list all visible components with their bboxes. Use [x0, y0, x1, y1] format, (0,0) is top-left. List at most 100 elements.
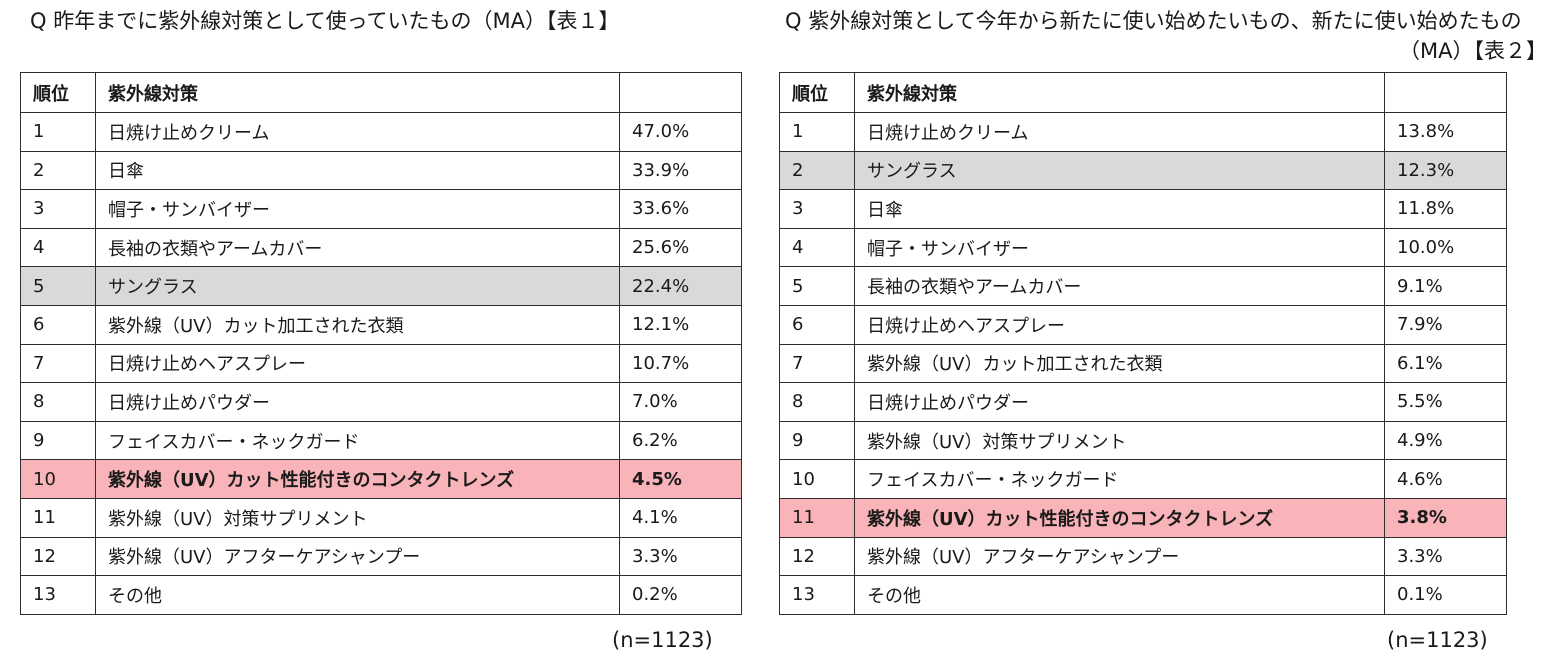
pct-cell: 0.1% [1384, 575, 1507, 615]
item-cell: 紫外線（UV）カット性能付きのコンタクトレンズ [95, 459, 620, 499]
table-row: 13 その他 0.1% [779, 575, 1507, 615]
pct-cell: 3.3% [1384, 536, 1507, 577]
item-cell: 帽子・サンバイザー [95, 189, 620, 229]
table-row: 7 紫外線（UV）カット加工された衣類 6.1% [779, 343, 1507, 384]
table-row: 2 日傘 33.9% [20, 150, 742, 191]
item-cell: 日焼け止めヘアスプレー [854, 304, 1385, 345]
item-cell: フェイスカバー・ネックガード [95, 420, 620, 461]
table2-title: Q 紫外線対策として今年から新たに使い始めたいもの、新たに使い始めたもの [785, 9, 1522, 33]
table2-header-item: 紫外線対策 [854, 72, 1385, 113]
rank-cell: 7 [20, 343, 96, 384]
item-cell: 紫外線（UV）カット性能付きのコンタクトレンズ [854, 497, 1385, 538]
table-row: 4 帽子・サンバイザー 10.0% [779, 227, 1507, 268]
item-cell: 紫外線（UV）アフターケアシャンプー [95, 536, 620, 577]
pct-cell: 4.5% [619, 459, 742, 499]
table1-header-rank: 順位 [20, 72, 96, 113]
rank-cell: 1 [779, 112, 855, 152]
rank-cell: 2 [20, 150, 96, 191]
rank-cell: 8 [779, 382, 855, 422]
item-cell: 紫外線（UV）カット加工された衣類 [95, 304, 620, 345]
rank-cell: 9 [20, 420, 96, 461]
table-row: 3 日傘 11.8% [779, 189, 1507, 229]
pct-cell: 4.1% [619, 497, 742, 538]
rank-cell: 13 [20, 575, 96, 615]
pct-cell: 10.0% [1384, 227, 1507, 268]
table1-header-pct [619, 72, 742, 113]
rank-cell: 8 [20, 382, 96, 422]
table1-header-item: 紫外線対策 [95, 72, 620, 113]
pct-cell: 10.7% [619, 343, 742, 384]
table-row: 7 日焼け止めヘアスプレー 10.7% [20, 343, 742, 384]
item-cell: 紫外線（UV）対策サプリメント [854, 420, 1385, 461]
table-row: 8 日焼け止めパウダー 7.0% [20, 382, 742, 422]
table2-header-row: 順位 紫外線対策 [779, 72, 1507, 113]
table-row: 3 帽子・サンバイザー 33.6% [20, 189, 742, 229]
table-row: 9 フェイスカバー・ネックガード 6.2% [20, 420, 742, 461]
table1: 順位 紫外線対策 1 日焼け止めクリーム 47.0% 2 日傘 33.9% 3 帽子・サン… [20, 72, 742, 615]
rank-cell: 3 [20, 189, 96, 229]
item-cell: その他 [854, 575, 1385, 615]
table2-header-pct [1384, 72, 1507, 113]
table-row: 1 日焼け止めクリーム 47.0% [20, 112, 742, 152]
rank-cell: 13 [779, 575, 855, 615]
rank-cell: 10 [779, 459, 855, 499]
item-cell: 日焼け止めクリーム [854, 112, 1385, 152]
pct-cell: 22.4% [619, 266, 742, 306]
table1-sample-size: (n=1123) [612, 628, 713, 652]
table-row: 4 長袖の衣類やアームカバー 25.6% [20, 227, 742, 268]
item-cell: 日焼け止めヘアスプレー [95, 343, 620, 384]
pct-cell: 5.5% [1384, 382, 1507, 422]
table-row-highlighted-pink: 11 紫外線（UV）カット性能付きのコンタクトレンズ 3.8% [779, 497, 1507, 538]
table-row: 13 その他 0.2% [20, 575, 742, 615]
item-cell: サングラス [95, 266, 620, 306]
rank-cell: 9 [779, 420, 855, 461]
table2-title-line2: （MA）【表２】 [1399, 39, 1547, 63]
item-cell: その他 [95, 575, 620, 615]
rank-cell: 6 [20, 304, 96, 345]
table-row: 1 日焼け止めクリーム 13.8% [779, 112, 1507, 152]
pct-cell: 4.6% [1384, 459, 1507, 499]
item-cell: 日焼け止めパウダー [854, 382, 1385, 422]
item-cell: 日傘 [95, 150, 620, 191]
rank-cell: 5 [20, 266, 96, 306]
item-cell: 日傘 [854, 189, 1385, 229]
table2-header-rank: 順位 [779, 72, 855, 113]
pct-cell: 33.9% [619, 150, 742, 191]
rank-cell: 5 [779, 266, 855, 306]
table-row: 8 日焼け止めパウダー 5.5% [779, 382, 1507, 422]
pct-cell: 33.6% [619, 189, 742, 229]
table-row-highlighted-gray: 2 サングラス 12.3% [779, 150, 1507, 191]
rank-cell: 6 [779, 304, 855, 345]
table2-sample-size: (n=1123) [1387, 628, 1488, 652]
table-row: 12 紫外線（UV）アフターケアシャンプー 3.3% [779, 536, 1507, 577]
item-cell: 紫外線（UV）対策サプリメント [95, 497, 620, 538]
table-row: 5 長袖の衣類やアームカバー 9.1% [779, 266, 1507, 306]
rank-cell: 3 [779, 189, 855, 229]
table1-header-row: 順位 紫外線対策 [20, 72, 742, 113]
table-row-highlighted-gray: 5 サングラス 22.4% [20, 266, 742, 306]
pct-cell: 12.3% [1384, 150, 1507, 191]
rank-cell: 4 [779, 227, 855, 268]
pct-cell: 7.9% [1384, 304, 1507, 345]
table-row: 11 紫外線（UV）対策サプリメント 4.1% [20, 497, 742, 538]
item-cell: 紫外線（UV）アフターケアシャンプー [854, 536, 1385, 577]
table1-title: Q 昨年までに紫外線対策として使っていたもの（MA）【表１】 [30, 9, 620, 33]
rank-cell: 1 [20, 112, 96, 152]
item-cell: 長袖の衣類やアームカバー [854, 266, 1385, 306]
table2: 順位 紫外線対策 1 日焼け止めクリーム 13.8% 2 サングラス 12.3% 3 日傘… [779, 72, 1507, 615]
pct-cell: 13.8% [1384, 112, 1507, 152]
pct-cell: 3.3% [619, 536, 742, 577]
table-row: 9 紫外線（UV）対策サプリメント 4.9% [779, 420, 1507, 461]
rank-cell: 7 [779, 343, 855, 384]
pct-cell: 7.0% [619, 382, 742, 422]
item-cell: 紫外線（UV）カット加工された衣類 [854, 343, 1385, 384]
item-cell: 帽子・サンバイザー [854, 227, 1385, 268]
pct-cell: 9.1% [1384, 266, 1507, 306]
rank-cell: 10 [20, 459, 96, 499]
item-cell: 日焼け止めパウダー [95, 382, 620, 422]
rank-cell: 12 [20, 536, 96, 577]
pct-cell: 11.8% [1384, 189, 1507, 229]
pct-cell: 25.6% [619, 227, 742, 268]
rank-cell: 2 [779, 150, 855, 191]
rank-cell: 11 [779, 497, 855, 538]
